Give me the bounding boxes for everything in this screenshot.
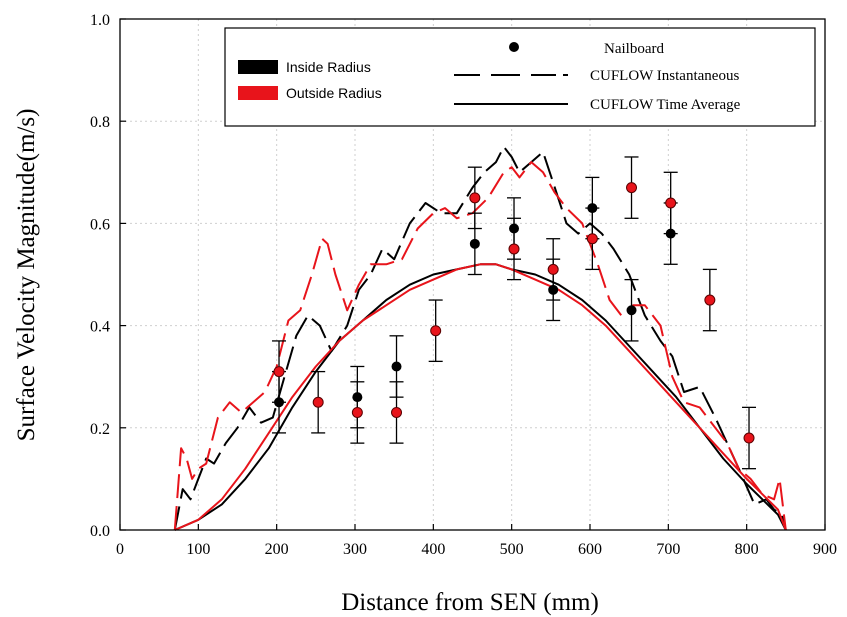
x-tick-label: 700 bbox=[656, 541, 680, 558]
legend-marker-nailboard bbox=[509, 42, 519, 52]
y-tick-label: 0.6 bbox=[90, 216, 110, 233]
nailboard-point-outside bbox=[507, 217, 522, 281]
nailboard-point-inside bbox=[467, 212, 482, 276]
legend-label-inside: Inside Radius bbox=[286, 59, 371, 75]
nailboard-point-outside bbox=[585, 207, 600, 271]
y-tick-label: 1.0 bbox=[90, 12, 110, 29]
nailboard-marker bbox=[586, 233, 598, 245]
x-tick-label: 600 bbox=[578, 541, 602, 558]
nailboard-point-outside bbox=[742, 406, 757, 470]
legend: Inside Radius Outside Radius Nailboard C… bbox=[224, 27, 816, 127]
y-tick-label: 0.2 bbox=[90, 421, 110, 438]
axes: 0 100 200 300 400 500 600 700 800 900 0.0 0.2 0.4 0.6… bbox=[90, 12, 837, 558]
y-axis-title: Surface Velocity Magnitude(m/s) bbox=[13, 109, 40, 442]
nailboard-marker bbox=[626, 182, 638, 194]
legend-label-outside: Outside Radius bbox=[286, 85, 382, 101]
nailboard-marker bbox=[351, 406, 363, 418]
nailboard-marker bbox=[430, 325, 442, 337]
y-tick-label: 0.4 bbox=[90, 319, 110, 336]
nailboard-point-outside bbox=[311, 370, 326, 434]
legend-swatch-inside bbox=[238, 60, 278, 74]
y-tick-label: 0.8 bbox=[90, 114, 110, 131]
nailboard-point-outside bbox=[624, 156, 639, 219]
series-line-inside-instantaneous bbox=[173, 145, 787, 531]
legend-label-nailboard: Nailboard bbox=[604, 41, 664, 57]
nailboard-point-outside bbox=[467, 166, 482, 230]
y-tick-label: 0.0 bbox=[90, 523, 110, 540]
legend-label-instantaneous: CUFLOW Instantaneous bbox=[590, 68, 739, 84]
x-tick-label: 300 bbox=[343, 541, 367, 558]
series-line-outside-instantaneous bbox=[173, 161, 787, 531]
legend-swatch-outside bbox=[238, 86, 278, 100]
nailboard-marker bbox=[391, 361, 402, 372]
nailboard-marker bbox=[547, 263, 559, 275]
nailboard-point-inside bbox=[624, 278, 639, 342]
nailboard-marker bbox=[469, 192, 481, 204]
x-tick-label: 500 bbox=[500, 541, 524, 558]
nailboard-marker bbox=[469, 238, 480, 249]
nailboard-marker bbox=[626, 305, 637, 316]
nailboard-point-outside bbox=[663, 171, 678, 235]
nailboard-point-outside bbox=[272, 340, 287, 403]
nailboard-marker bbox=[665, 197, 677, 209]
nailboard-marker bbox=[273, 366, 285, 378]
x-tick-label: 800 bbox=[735, 541, 759, 558]
nailboard-point-outside bbox=[702, 268, 717, 332]
nailboard-marker bbox=[704, 294, 716, 306]
nailboard-point-outside bbox=[428, 299, 443, 363]
series-layer bbox=[173, 145, 787, 531]
x-tick-label: 900 bbox=[813, 541, 837, 558]
nailboard-marker bbox=[743, 432, 755, 444]
x-tick-label: 400 bbox=[421, 541, 445, 558]
nailboard-marker bbox=[312, 396, 324, 408]
x-tick-label: 100 bbox=[186, 541, 210, 558]
series-line-outside-time-average bbox=[174, 263, 787, 531]
x-tick-label: 200 bbox=[265, 541, 289, 558]
series-line-inside-time-average bbox=[174, 263, 787, 531]
nailboard-point-outside bbox=[350, 381, 365, 444]
nailboard-marker bbox=[391, 406, 403, 418]
nailboard-point-outside bbox=[546, 238, 561, 301]
legend-box bbox=[224, 27, 816, 127]
plot-frame bbox=[119, 18, 826, 531]
nailboard-point-outside bbox=[389, 381, 404, 444]
x-tick-label: 0 bbox=[116, 541, 124, 558]
x-axis-title: Distance from SEN (mm) bbox=[341, 589, 599, 616]
nailboard-marker bbox=[508, 243, 520, 255]
legend-label-time-average: CUFLOW Time Average bbox=[590, 97, 741, 113]
